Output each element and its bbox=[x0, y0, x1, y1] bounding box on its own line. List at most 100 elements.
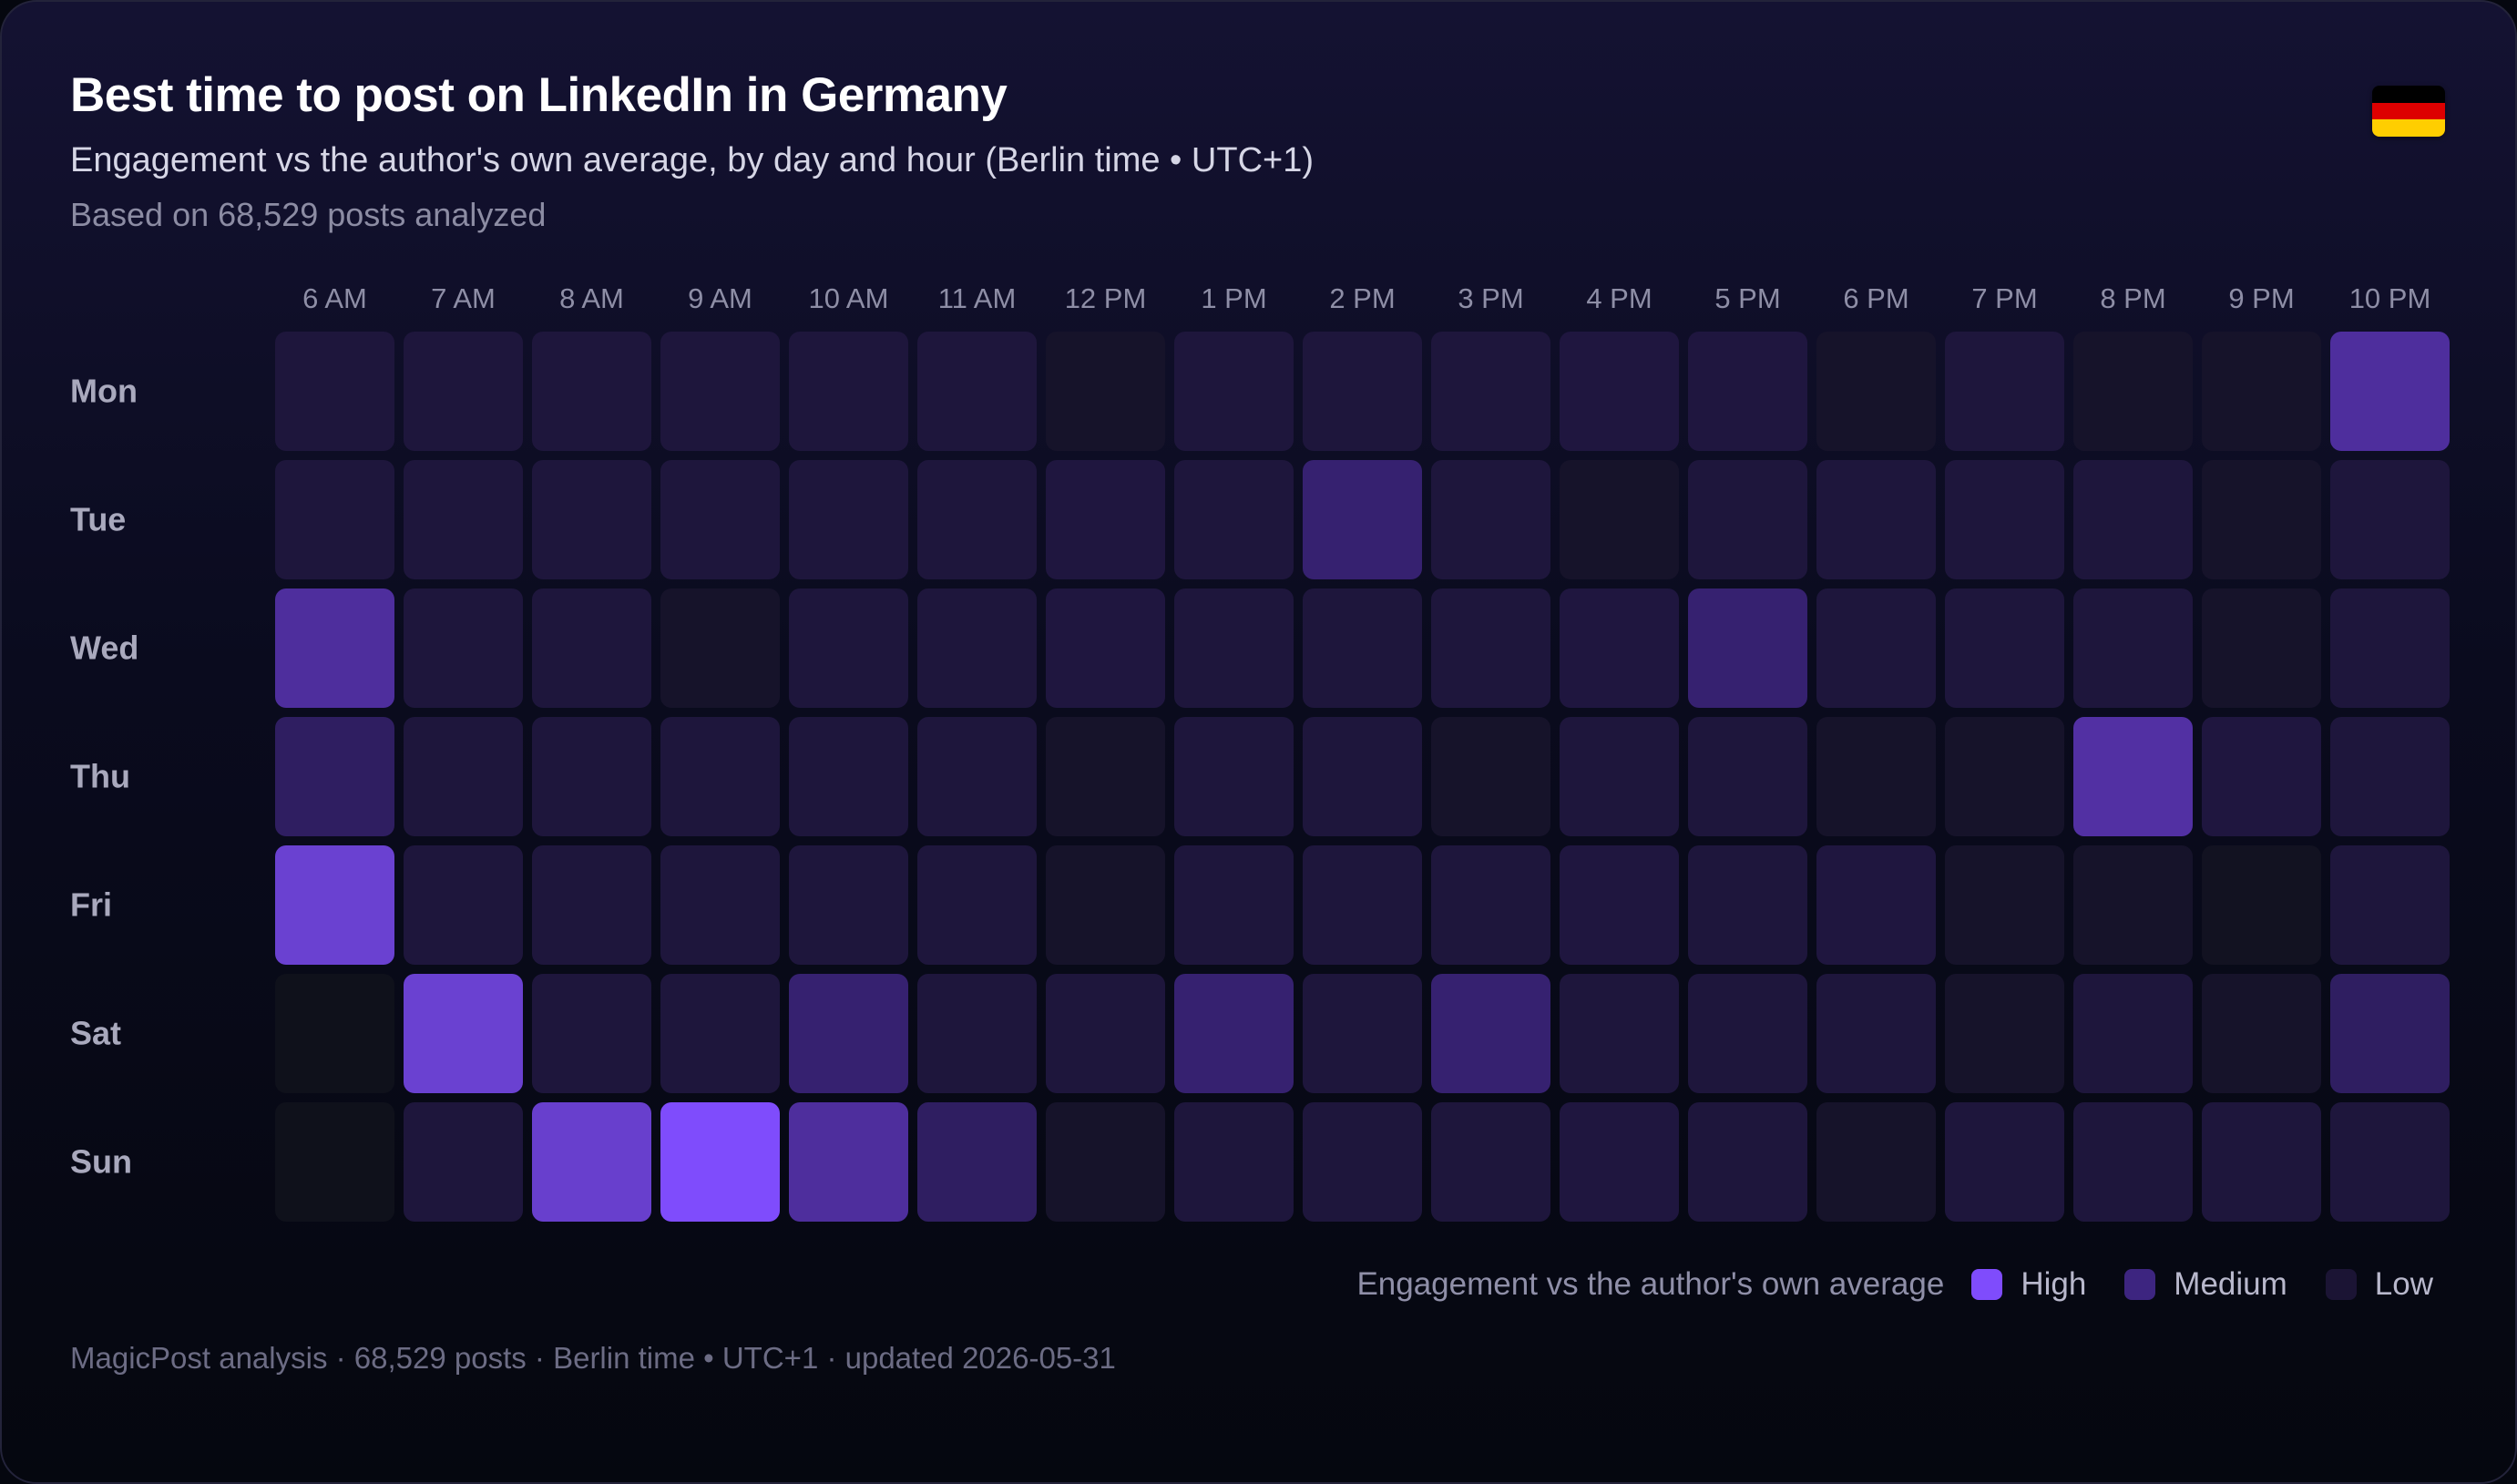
heatmap-cell[interactable] bbox=[917, 332, 1037, 451]
heatmap-cell[interactable] bbox=[660, 845, 780, 965]
heatmap-cell[interactable] bbox=[404, 588, 523, 708]
heatmap-cell[interactable] bbox=[1560, 588, 1679, 708]
heatmap-cell[interactable] bbox=[917, 460, 1037, 579]
heatmap-cell[interactable] bbox=[2202, 974, 2321, 1093]
heatmap-cell[interactable] bbox=[917, 1102, 1037, 1222]
heatmap-cell[interactable] bbox=[1816, 1102, 1936, 1222]
heatmap-cell[interactable] bbox=[1174, 460, 1294, 579]
heatmap-cell[interactable] bbox=[1816, 332, 1936, 451]
heatmap-cell[interactable] bbox=[2330, 974, 2450, 1093]
heatmap-cell[interactable] bbox=[1431, 845, 1550, 965]
heatmap-cell[interactable] bbox=[1945, 332, 2064, 451]
heatmap-cell[interactable] bbox=[2202, 332, 2321, 451]
heatmap-cell[interactable] bbox=[789, 845, 908, 965]
heatmap-cell[interactable] bbox=[1945, 845, 2064, 965]
heatmap-cell[interactable] bbox=[404, 460, 523, 579]
heatmap-cell[interactable] bbox=[1174, 332, 1294, 451]
heatmap-cell[interactable] bbox=[1560, 845, 1679, 965]
heatmap-cell[interactable] bbox=[2330, 845, 2450, 965]
heatmap-cell[interactable] bbox=[2073, 845, 2193, 965]
heatmap-cell[interactable] bbox=[2202, 588, 2321, 708]
heatmap-cell[interactable] bbox=[2073, 974, 2193, 1093]
heatmap-cell[interactable] bbox=[1945, 460, 2064, 579]
heatmap-cell[interactable] bbox=[404, 332, 523, 451]
heatmap-cell[interactable] bbox=[1303, 588, 1422, 708]
heatmap-cell[interactable] bbox=[917, 717, 1037, 836]
heatmap-cell[interactable] bbox=[1303, 845, 1422, 965]
heatmap-cell[interactable] bbox=[1303, 460, 1422, 579]
heatmap-cell[interactable] bbox=[2330, 1102, 2450, 1222]
heatmap-cell[interactable] bbox=[1688, 332, 1807, 451]
heatmap-cell[interactable] bbox=[1945, 1102, 2064, 1222]
heatmap-cell[interactable] bbox=[1303, 332, 1422, 451]
heatmap-cell[interactable] bbox=[1046, 332, 1165, 451]
heatmap-cell[interactable] bbox=[660, 460, 780, 579]
heatmap-cell[interactable] bbox=[1560, 974, 1679, 1093]
heatmap-cell[interactable] bbox=[2073, 332, 2193, 451]
heatmap-cell[interactable] bbox=[789, 1102, 908, 1222]
heatmap-cell[interactable] bbox=[1046, 460, 1165, 579]
heatmap-cell[interactable] bbox=[1560, 1102, 1679, 1222]
heatmap-cell[interactable] bbox=[2073, 588, 2193, 708]
heatmap-cell[interactable] bbox=[1560, 717, 1679, 836]
heatmap-cell[interactable] bbox=[1945, 588, 2064, 708]
heatmap-cell[interactable] bbox=[2330, 588, 2450, 708]
heatmap-cell[interactable] bbox=[1816, 588, 1936, 708]
heatmap-cell[interactable] bbox=[1046, 1102, 1165, 1222]
heatmap-cell[interactable] bbox=[1303, 974, 1422, 1093]
heatmap-cell[interactable] bbox=[789, 460, 908, 579]
heatmap-cell[interactable] bbox=[275, 588, 394, 708]
heatmap-cell[interactable] bbox=[1174, 974, 1294, 1093]
heatmap-cell[interactable] bbox=[1303, 717, 1422, 836]
heatmap-cell[interactable] bbox=[2330, 332, 2450, 451]
heatmap-cell[interactable] bbox=[2202, 845, 2321, 965]
heatmap-cell[interactable] bbox=[660, 332, 780, 451]
heatmap-cell[interactable] bbox=[1816, 974, 1936, 1093]
heatmap-cell[interactable] bbox=[1688, 1102, 1807, 1222]
heatmap-cell[interactable] bbox=[1560, 460, 1679, 579]
heatmap-cell[interactable] bbox=[1688, 588, 1807, 708]
heatmap-cell[interactable] bbox=[1046, 588, 1165, 708]
heatmap-cell[interactable] bbox=[532, 974, 651, 1093]
heatmap-cell[interactable] bbox=[1816, 460, 1936, 579]
heatmap-cell[interactable] bbox=[789, 974, 908, 1093]
heatmap-cell[interactable] bbox=[2202, 1102, 2321, 1222]
heatmap-cell[interactable] bbox=[1303, 1102, 1422, 1222]
heatmap-cell[interactable] bbox=[1174, 845, 1294, 965]
heatmap-cell[interactable] bbox=[1174, 717, 1294, 836]
heatmap-cell[interactable] bbox=[2330, 717, 2450, 836]
heatmap-cell[interactable] bbox=[404, 717, 523, 836]
heatmap-cell[interactable] bbox=[1174, 588, 1294, 708]
heatmap-cell[interactable] bbox=[404, 845, 523, 965]
heatmap-cell[interactable] bbox=[1560, 332, 1679, 451]
heatmap-cell[interactable] bbox=[275, 332, 394, 451]
heatmap-cell[interactable] bbox=[1431, 974, 1550, 1093]
heatmap-cell[interactable] bbox=[917, 845, 1037, 965]
heatmap-cell[interactable] bbox=[917, 588, 1037, 708]
heatmap-cell[interactable] bbox=[2330, 460, 2450, 579]
heatmap-cell[interactable] bbox=[789, 588, 908, 708]
heatmap-cell[interactable] bbox=[1945, 717, 2064, 836]
heatmap-cell[interactable] bbox=[2202, 717, 2321, 836]
heatmap-cell[interactable] bbox=[1431, 588, 1550, 708]
heatmap-cell[interactable] bbox=[2073, 1102, 2193, 1222]
heatmap-cell[interactable] bbox=[2202, 460, 2321, 579]
heatmap-cell[interactable] bbox=[1431, 332, 1550, 451]
heatmap-cell[interactable] bbox=[532, 588, 651, 708]
heatmap-cell[interactable] bbox=[1046, 845, 1165, 965]
heatmap-cell[interactable] bbox=[275, 717, 394, 836]
heatmap-cell[interactable] bbox=[1046, 717, 1165, 836]
heatmap-cell[interactable] bbox=[660, 1102, 780, 1222]
heatmap-cell[interactable] bbox=[1431, 717, 1550, 836]
heatmap-cell[interactable] bbox=[2073, 717, 2193, 836]
heatmap-cell[interactable] bbox=[1688, 717, 1807, 836]
heatmap-cell[interactable] bbox=[1945, 974, 2064, 1093]
heatmap-cell[interactable] bbox=[275, 460, 394, 579]
heatmap-cell[interactable] bbox=[917, 974, 1037, 1093]
heatmap-cell[interactable] bbox=[789, 332, 908, 451]
heatmap-cell[interactable] bbox=[275, 845, 394, 965]
heatmap-cell[interactable] bbox=[660, 974, 780, 1093]
heatmap-cell[interactable] bbox=[532, 460, 651, 579]
heatmap-cell[interactable] bbox=[275, 974, 394, 1093]
heatmap-cell[interactable] bbox=[1431, 1102, 1550, 1222]
